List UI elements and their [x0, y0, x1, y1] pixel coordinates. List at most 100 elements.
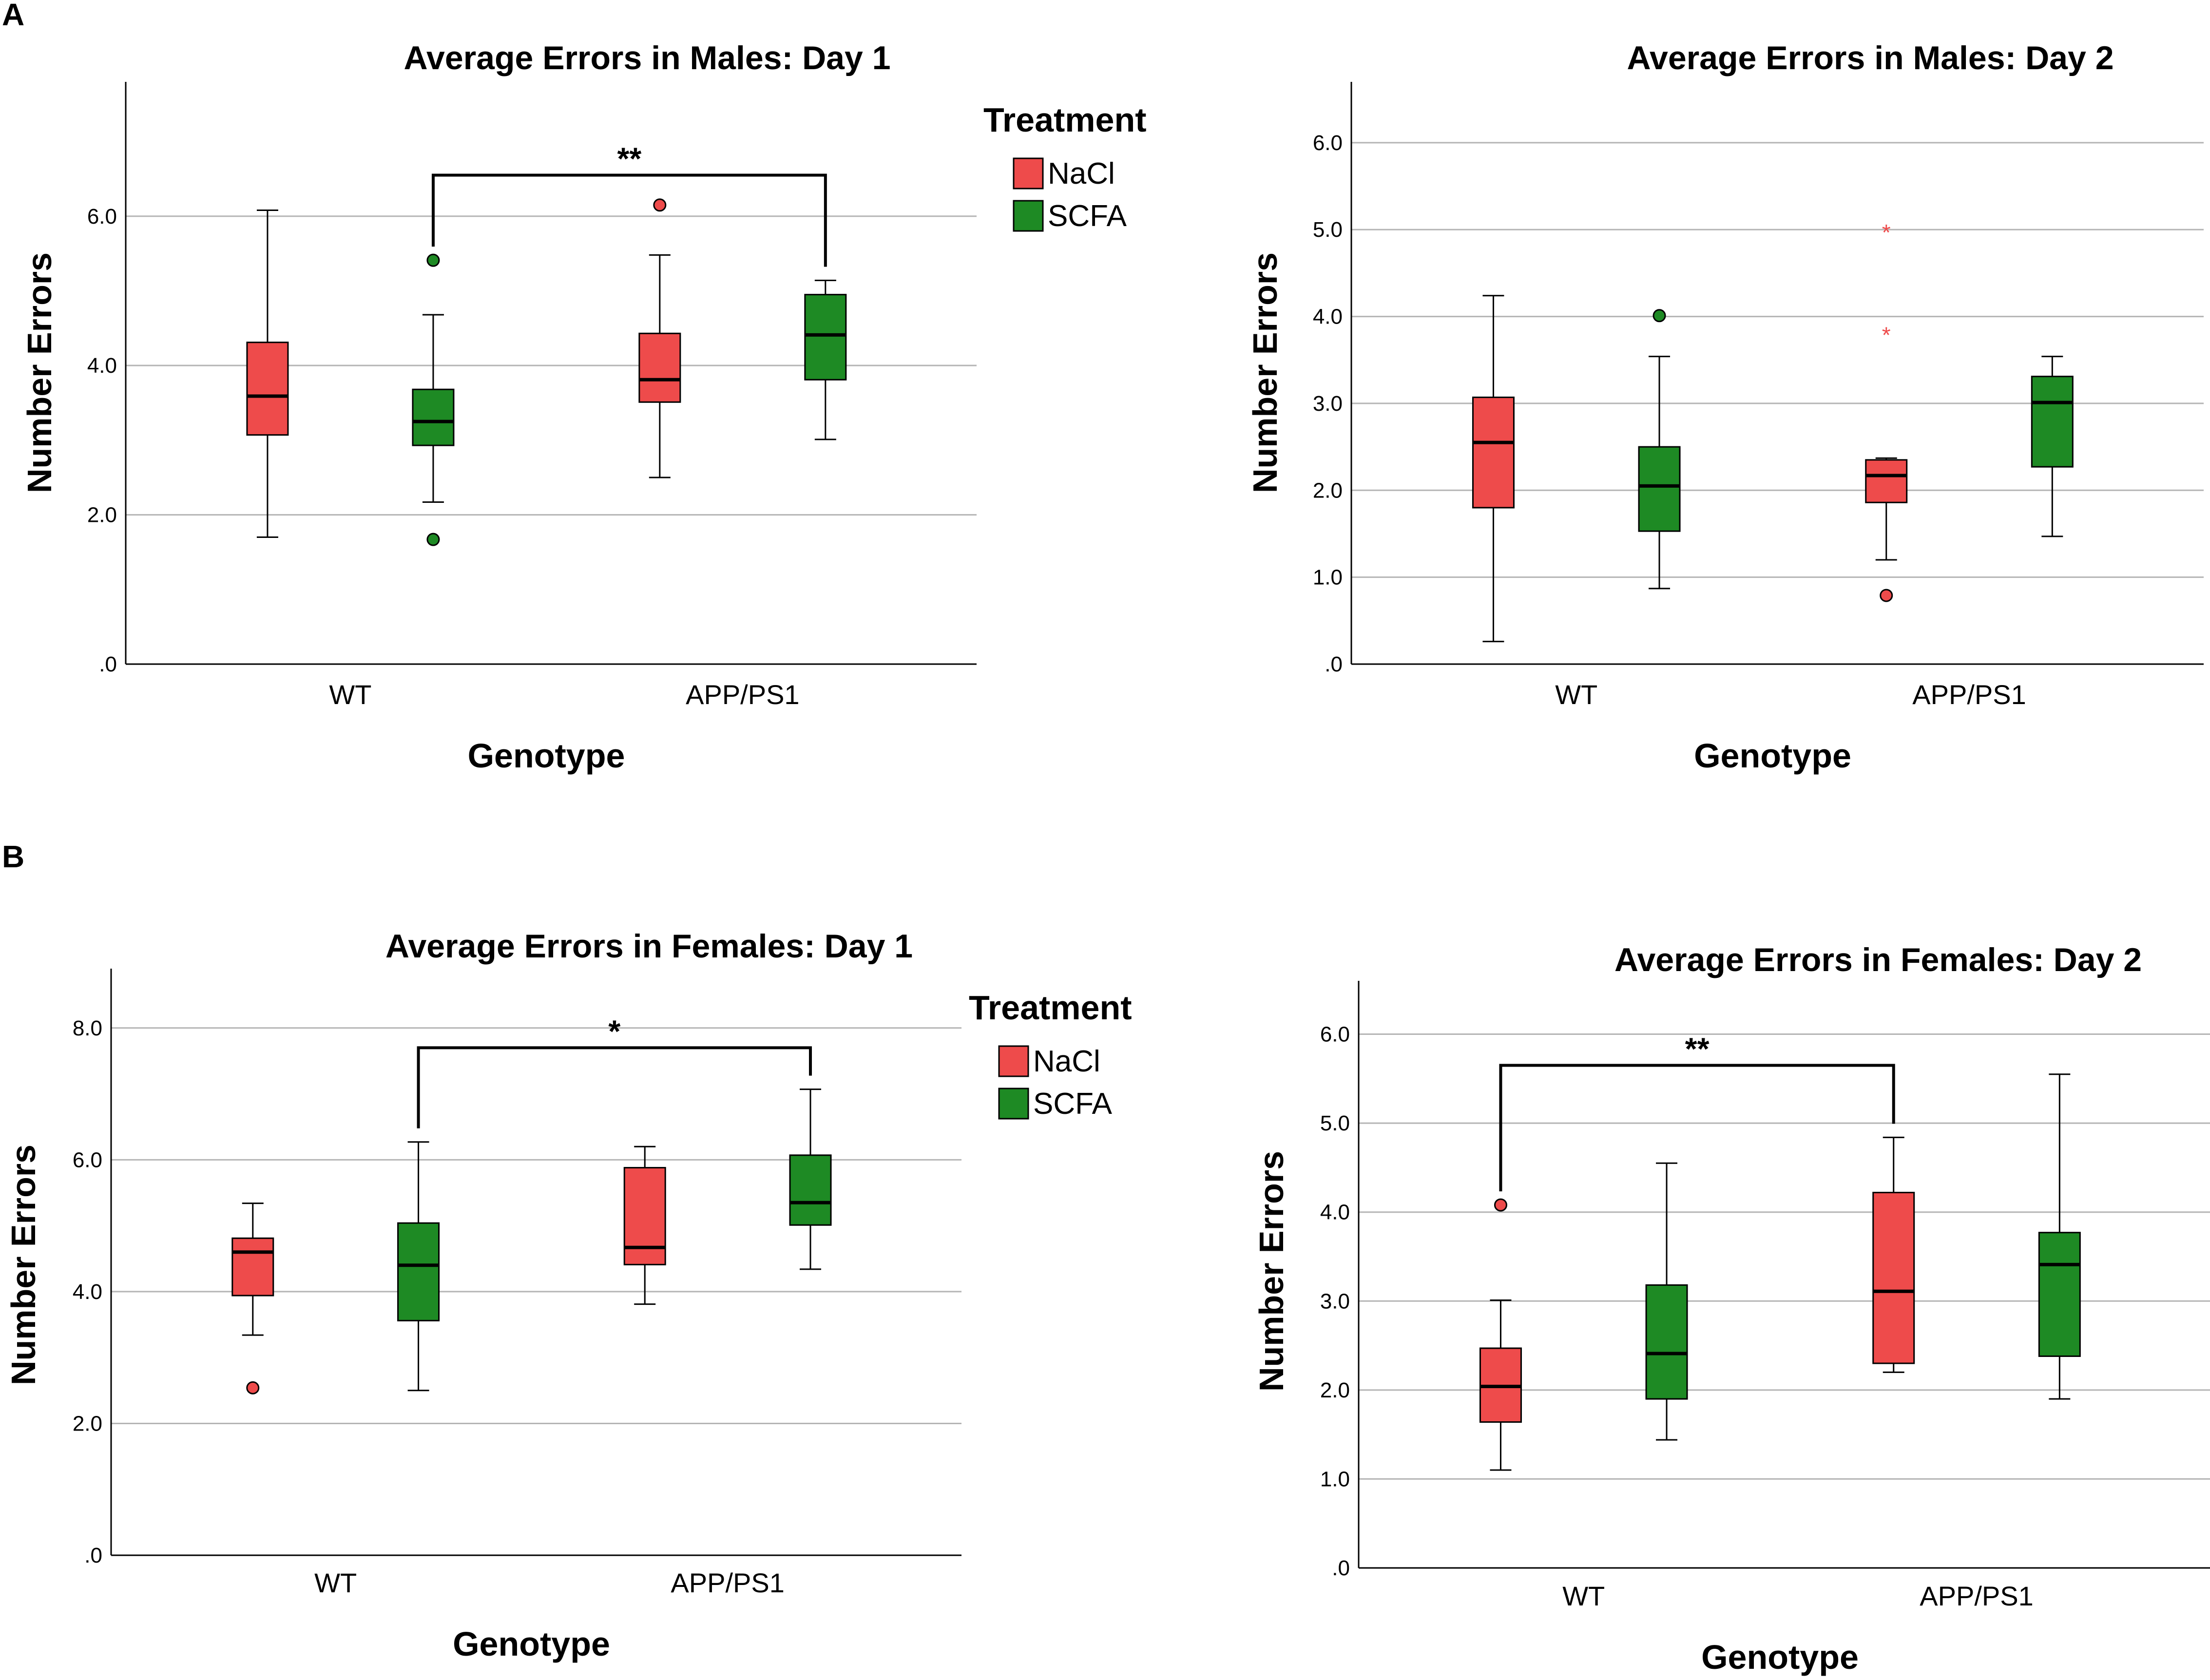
y-tick-label: 4.0: [73, 1280, 102, 1304]
box-appps1-nacl: [638, 198, 681, 478]
y-tick-label: 6.0: [87, 205, 117, 229]
y-tick-label: 2.0: [1313, 478, 1343, 502]
box-appps1-scfa: [804, 280, 847, 440]
x-tick-label: WT: [1555, 679, 1597, 710]
y-tick-label: .0: [84, 1544, 102, 1567]
outlier-point: [1880, 589, 1893, 602]
y-tick-label: 3.0: [1320, 1289, 1350, 1313]
box-wt-nacl: [231, 1203, 274, 1394]
y-tick-label: 5.0: [1313, 218, 1343, 242]
box-wt-nacl: [246, 210, 289, 538]
box-iqr: [412, 388, 455, 446]
x-axis-label: Genotype: [453, 1625, 610, 1663]
significance-label: *: [608, 1013, 620, 1049]
box-wt-scfa: [397, 1141, 440, 1392]
legend-label-nacl: NaCl: [1048, 157, 1115, 191]
box-appps1-scfa: [789, 1088, 832, 1270]
y-tick-label: 6.0: [73, 1148, 102, 1172]
x-tick-label: WT: [1562, 1581, 1605, 1611]
legend: Treatment NaCl SCFA: [969, 989, 1132, 1121]
chart-1: .0 2.0 4.0 6.0 Average Errors in Males: Day …: [20, 39, 1147, 775]
y-axis-label: Number Errors: [20, 252, 58, 493]
chart-4: .0 1.0 2.0 3.0 4.0 5.0 6.0 Average Errors in Fe…: [1252, 941, 2210, 1676]
box-wt-scfa: [1638, 309, 1681, 590]
outlier-point: [246, 1381, 260, 1394]
y-tick-label: 4.0: [87, 354, 117, 378]
box-wt-scfa: [412, 253, 455, 546]
legend-label-nacl: NaCl: [1033, 1045, 1100, 1078]
outlier-point: [1653, 309, 1666, 323]
significance-label: **: [617, 141, 641, 176]
chart-title: Average Errors in Males: Day 1: [404, 39, 890, 76]
extreme-marker: *: [1882, 220, 1891, 245]
y-tick-label: 6.0: [1320, 1023, 1350, 1047]
y-tick-label: 4.0: [1313, 305, 1343, 329]
box-iqr: [804, 294, 847, 381]
y-tick-label: 3.0: [1313, 392, 1343, 416]
x-axis-label: Genotype: [1694, 737, 1851, 775]
y-tick-label: 6.0: [1313, 131, 1343, 155]
y-axis-label: Number Errors: [1252, 1151, 1290, 1392]
outlier-point: [653, 198, 667, 212]
box-iqr: [246, 342, 289, 436]
legend-title: Treatment: [983, 101, 1147, 139]
x-tick-label: APP/PS1: [1912, 679, 2026, 710]
legend: Treatment NaCl SCFA: [983, 101, 1147, 233]
y-axis-label: Number Errors: [1246, 252, 1284, 493]
panel-letter-a: A: [2, 0, 24, 32]
chart-2: .0 1.0 2.0 3.0 4.0 5.0 6.0 Average Errors in Ma…: [1246, 39, 2204, 775]
legend-swatch-nacl: [1013, 157, 1044, 190]
box-iqr: [1865, 459, 1908, 503]
chart-3: .0 2.0 4.0 6.0 8.0 Average Errors in Females:…: [4, 928, 1132, 1663]
legend-swatch-scfa: [998, 1088, 1029, 1120]
box-iqr: [638, 332, 681, 403]
box-appps1-nacl: [1865, 457, 1908, 602]
extreme-marker: *: [1882, 323, 1891, 348]
box-wt-nacl: [1472, 295, 1515, 643]
box-iqr: [2031, 376, 2074, 468]
significance-label: **: [1685, 1031, 1710, 1066]
legend-label-scfa: SCFA: [1033, 1087, 1113, 1121]
x-axis-label: Genotype: [468, 737, 625, 775]
box-iqr: [397, 1222, 440, 1321]
significance-bracket: [1499, 1064, 1895, 1192]
x-tick-label: WT: [314, 1567, 357, 1598]
x-tick-label: APP/PS1: [1920, 1581, 2033, 1611]
box-iqr: [1645, 1284, 1688, 1400]
significance-bracket: [431, 173, 827, 267]
charts-container: .0 2.0 4.0 6.0 Average Errors in Males: Day …: [4, 39, 2210, 1676]
y-tick-label: 5.0: [1320, 1111, 1350, 1135]
chart-title: Average Errors in Males: Day 2: [1627, 39, 2114, 76]
box-iqr: [1872, 1192, 1915, 1364]
chart-title: Average Errors in Females: Day 1: [385, 928, 913, 965]
box-iqr: [623, 1167, 666, 1265]
x-tick-label: APP/PS1: [686, 679, 799, 710]
x-axis-label: Genotype: [1701, 1638, 1859, 1676]
box-wt-scfa: [1645, 1162, 1688, 1441]
box-iqr: [2038, 1232, 2081, 1357]
y-axis-label: Number Errors: [4, 1145, 42, 1385]
y-tick-label: 2.0: [87, 503, 117, 527]
y-tick-label: 8.0: [73, 1016, 102, 1040]
box-iqr: [1472, 396, 1515, 509]
legend-label-scfa: SCFA: [1048, 199, 1127, 233]
legend-swatch-nacl: [998, 1045, 1029, 1077]
y-tick-label: 1.0: [1320, 1467, 1350, 1491]
chart-title: Average Errors in Females: Day 2: [1614, 941, 2142, 978]
box-appps1-scfa: [2038, 1073, 2081, 1400]
x-tick-label: APP/PS1: [671, 1567, 784, 1598]
outlier-point: [426, 533, 440, 546]
y-tick-label: .0: [1332, 1556, 1350, 1580]
y-tick-label: 4.0: [1320, 1201, 1350, 1224]
legend-swatch-scfa: [1013, 200, 1044, 232]
significance-bracket: [417, 1046, 812, 1128]
box-iqr: [231, 1237, 274, 1297]
box-iqr: [789, 1154, 832, 1226]
x-tick-label: WT: [329, 679, 371, 710]
box-wt-nacl: [1479, 1198, 1522, 1471]
legend-title: Treatment: [969, 989, 1132, 1027]
panel-letter-b: B: [2, 839, 24, 874]
outlier-point: [426, 253, 440, 267]
box-iqr: [1638, 446, 1681, 532]
